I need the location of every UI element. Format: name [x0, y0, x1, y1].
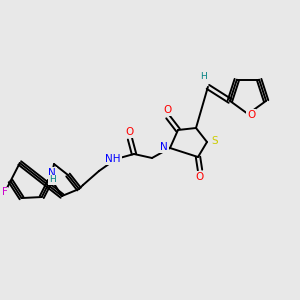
- Text: H: H: [49, 176, 56, 184]
- Text: NH: NH: [105, 154, 121, 164]
- Text: N: N: [160, 142, 168, 152]
- Text: O: O: [125, 127, 133, 137]
- Text: O: O: [163, 105, 171, 115]
- Text: O: O: [196, 172, 204, 182]
- Text: N: N: [48, 168, 56, 178]
- Text: F: F: [2, 188, 8, 197]
- Text: O: O: [247, 110, 255, 120]
- Text: S: S: [212, 136, 218, 146]
- Text: H: H: [201, 72, 207, 81]
